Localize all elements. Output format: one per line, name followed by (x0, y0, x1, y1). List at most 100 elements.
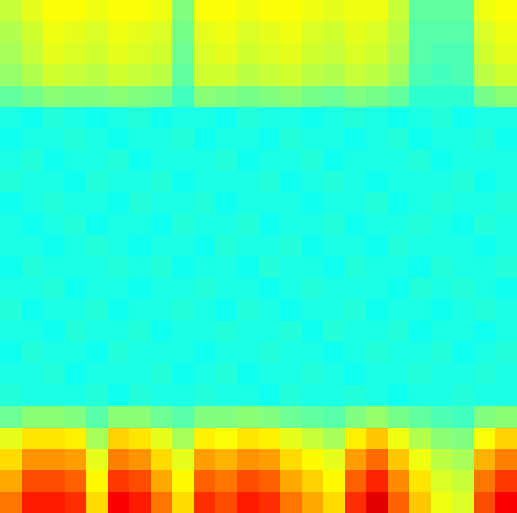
heatmap-cell (495, 385, 517, 407)
heatmap-cell (22, 21, 44, 43)
heatmap-cell (65, 406, 87, 428)
heatmap-cell (495, 192, 517, 214)
heatmap-cell (345, 214, 367, 236)
heatmap-cell (0, 128, 22, 150)
heatmap-cell (280, 214, 302, 236)
heatmap-cell (194, 21, 216, 43)
heatmap-cell (129, 150, 151, 172)
heatmap-cell (43, 257, 65, 279)
heatmap-cell (237, 64, 259, 86)
heatmap-cell (474, 299, 496, 321)
heatmap-cell (409, 43, 431, 65)
heatmap-cell (409, 86, 431, 108)
heatmap-cell (108, 428, 130, 450)
heatmap-cell (172, 470, 194, 492)
heatmap-cell (366, 43, 388, 65)
heatmap-cell (172, 214, 194, 236)
heatmap-cell (452, 43, 474, 65)
heatmap-cell (129, 171, 151, 193)
heatmap-cell (108, 171, 130, 193)
heatmap-cell (237, 107, 259, 129)
heatmap-cell (0, 214, 22, 236)
heatmap-cell (495, 86, 517, 108)
heatmap-cell (366, 171, 388, 193)
heatmap-cell (43, 21, 65, 43)
heatmap-cell (495, 107, 517, 129)
heatmap-cell (43, 342, 65, 364)
heatmap-cell (172, 150, 194, 172)
heatmap-cell (474, 278, 496, 300)
heatmap-cell (345, 470, 367, 492)
heatmap-cell (65, 342, 87, 364)
heatmap-cell (495, 43, 517, 65)
heatmap-cell (323, 363, 345, 385)
heatmap-cell (151, 150, 173, 172)
heatmap-cell (431, 449, 453, 471)
heatmap-cell (280, 278, 302, 300)
heatmap-cell (151, 107, 173, 129)
heatmap-cell (495, 257, 517, 279)
heatmap-cell (280, 21, 302, 43)
heatmap-cell (194, 0, 216, 22)
heatmap-cell (388, 406, 410, 428)
heatmap-cell (86, 406, 108, 428)
heatmap-cell (108, 342, 130, 364)
heatmap-cell (22, 470, 44, 492)
heatmap-cell (474, 342, 496, 364)
heatmap-cell (388, 321, 410, 343)
heatmap-cell (345, 192, 367, 214)
heatmap-cell (302, 43, 324, 65)
heatmap-cell (65, 449, 87, 471)
heatmap-cell (259, 214, 281, 236)
heatmap-cell (388, 449, 410, 471)
heatmap-cell (366, 192, 388, 214)
heatmap-cell (129, 0, 151, 22)
heatmap-cell (194, 321, 216, 343)
heatmap-cell (495, 235, 517, 257)
heatmap-cell (43, 0, 65, 22)
heatmap-cell (86, 492, 108, 513)
heatmap-cell (237, 150, 259, 172)
heatmap-cell (431, 363, 453, 385)
heatmap-cell (43, 278, 65, 300)
heatmap-cell (194, 278, 216, 300)
heatmap-cell (409, 21, 431, 43)
heatmap-cell (388, 257, 410, 279)
heatmap-cell (474, 492, 496, 513)
heatmap-cell (280, 107, 302, 129)
heatmap-cell (86, 43, 108, 65)
heatmap-cell (237, 43, 259, 65)
heatmap-cell (366, 86, 388, 108)
heatmap-cell (237, 363, 259, 385)
heatmap-cell (345, 257, 367, 279)
heatmap-cell (259, 385, 281, 407)
heatmap-cell (0, 257, 22, 279)
heatmap-cell (302, 321, 324, 343)
heatmap-cell (388, 492, 410, 513)
heatmap-cell (215, 321, 237, 343)
heatmap-cell (495, 171, 517, 193)
heatmap-cell (0, 449, 22, 471)
heatmap-cell (452, 385, 474, 407)
heatmap-cell (280, 385, 302, 407)
heatmap-cell (215, 299, 237, 321)
heatmap-cell (259, 257, 281, 279)
heatmap-cell (280, 342, 302, 364)
heatmap-cell (495, 321, 517, 343)
heatmap-cell (0, 107, 22, 129)
heatmap-cell (194, 299, 216, 321)
heatmap-cell (0, 385, 22, 407)
heatmap-cell (108, 385, 130, 407)
heatmap-cell (388, 86, 410, 108)
heatmap-cell (452, 150, 474, 172)
heatmap-cell (259, 363, 281, 385)
heatmap-cell (237, 385, 259, 407)
heatmap-cell (86, 171, 108, 193)
heatmap-cell (172, 321, 194, 343)
heatmap-cell (302, 470, 324, 492)
heatmap-cell (409, 64, 431, 86)
heatmap-cell (22, 428, 44, 450)
heatmap-cell (474, 257, 496, 279)
heatmap-cell (215, 342, 237, 364)
heatmap-cell (151, 299, 173, 321)
